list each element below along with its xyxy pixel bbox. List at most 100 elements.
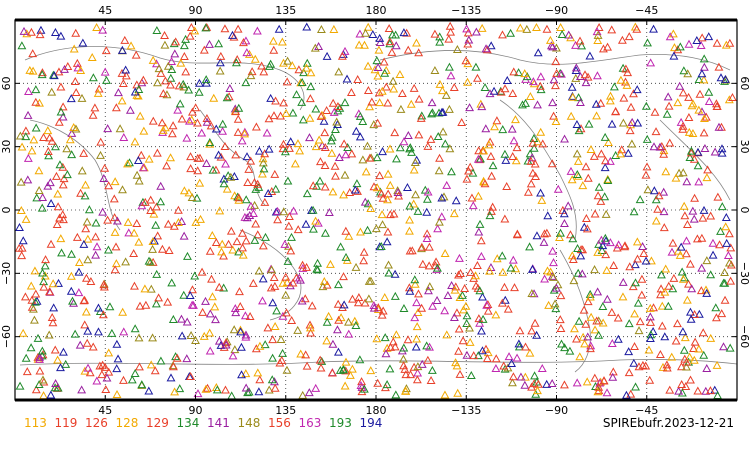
observation-marker [462,350,472,359]
observation-marker [363,225,373,234]
observation-marker [682,177,692,186]
observation-marker [600,163,610,172]
observation-marker [594,239,604,248]
observation-marker [422,233,432,242]
observation-marker [314,41,324,50]
observation-marker [40,261,50,270]
observation-marker [347,364,357,373]
observation-marker [581,162,591,171]
observation-marker [201,384,211,393]
observation-marker [281,272,291,281]
observation-marker [56,82,66,91]
observation-marker [208,165,218,174]
observation-marker [607,339,617,348]
observation-marker [230,304,240,313]
observation-marker [639,248,649,257]
observation-marker [358,155,368,164]
observation-marker [230,345,240,354]
observation-marker [682,357,691,366]
observation-marker [144,386,154,395]
observation-marker [136,150,146,159]
observation-marker [39,282,49,291]
observation-marker [71,124,81,133]
observation-marker [294,273,304,282]
observation-marker [241,78,251,87]
observation-marker [717,309,727,318]
observation-marker [424,242,434,251]
observation-marker [298,260,308,269]
observation-marker [527,326,537,335]
coastline-segment [659,119,731,201]
observation-marker [126,41,136,50]
observation-marker [382,237,392,246]
observation-marker [426,375,436,385]
observation-marker [104,348,114,357]
observation-marker [380,333,390,342]
observation-marker [503,304,513,313]
observation-marker [638,360,648,369]
observation-marker [268,298,278,307]
observation-marker [222,337,232,346]
observation-marker [596,196,606,205]
observation-marker [581,319,591,328]
observation-marker [90,103,100,112]
observation-marker [183,251,192,260]
observation-marker [556,23,566,32]
observation-marker [674,386,684,395]
observation-marker [334,152,344,162]
observation-marker [65,135,75,144]
observation-marker [390,269,400,278]
observation-marker [401,370,411,379]
observation-marker [259,67,269,76]
observation-marker [198,307,208,316]
observation-marker [528,138,538,147]
observation-marker [447,167,456,176]
observation-marker [417,111,427,120]
observation-marker [146,284,156,293]
observation-marker [162,161,172,170]
observation-marker [637,290,647,299]
observation-marker [674,168,684,177]
observation-marker [424,261,434,270]
observation-marker [146,195,156,204]
observation-marker [282,77,292,86]
observation-marker [393,188,403,197]
observation-marker [319,116,329,125]
observation-marker [152,269,162,278]
observation-marker [592,111,602,120]
observation-marker [427,109,436,118]
observation-marker [284,212,294,221]
observation-marker [163,297,173,306]
observation-marker [641,170,651,179]
observation-marker [605,156,615,165]
observation-marker [501,155,511,164]
observation-marker [414,130,424,139]
observation-marker [559,380,569,389]
observation-marker [478,314,488,323]
observation-marker [498,267,508,276]
observation-marker [186,164,196,173]
lat-tick-label-left: 30 [0,140,13,154]
observation-marker [352,179,362,188]
observation-marker [532,330,542,339]
observation-marker [301,350,311,359]
observation-marker [44,151,54,160]
observation-marker [471,281,481,290]
observation-marker [699,62,709,71]
observation-marker [572,149,582,158]
observation-marker [437,86,447,95]
observation-marker [685,152,695,161]
observation-marker [431,257,441,266]
observation-marker [202,158,211,167]
observation-marker [129,228,139,237]
observation-marker [188,285,197,294]
observation-marker [112,390,122,399]
observation-marker [485,211,495,220]
observation-marker [179,290,189,299]
observation-marker [586,312,596,321]
legend-item: 113 [24,416,47,430]
lon-tick-label-top: −90 [545,4,568,17]
observation-marker [371,224,381,233]
observation-marker [566,166,576,175]
observation-marker [598,318,608,327]
